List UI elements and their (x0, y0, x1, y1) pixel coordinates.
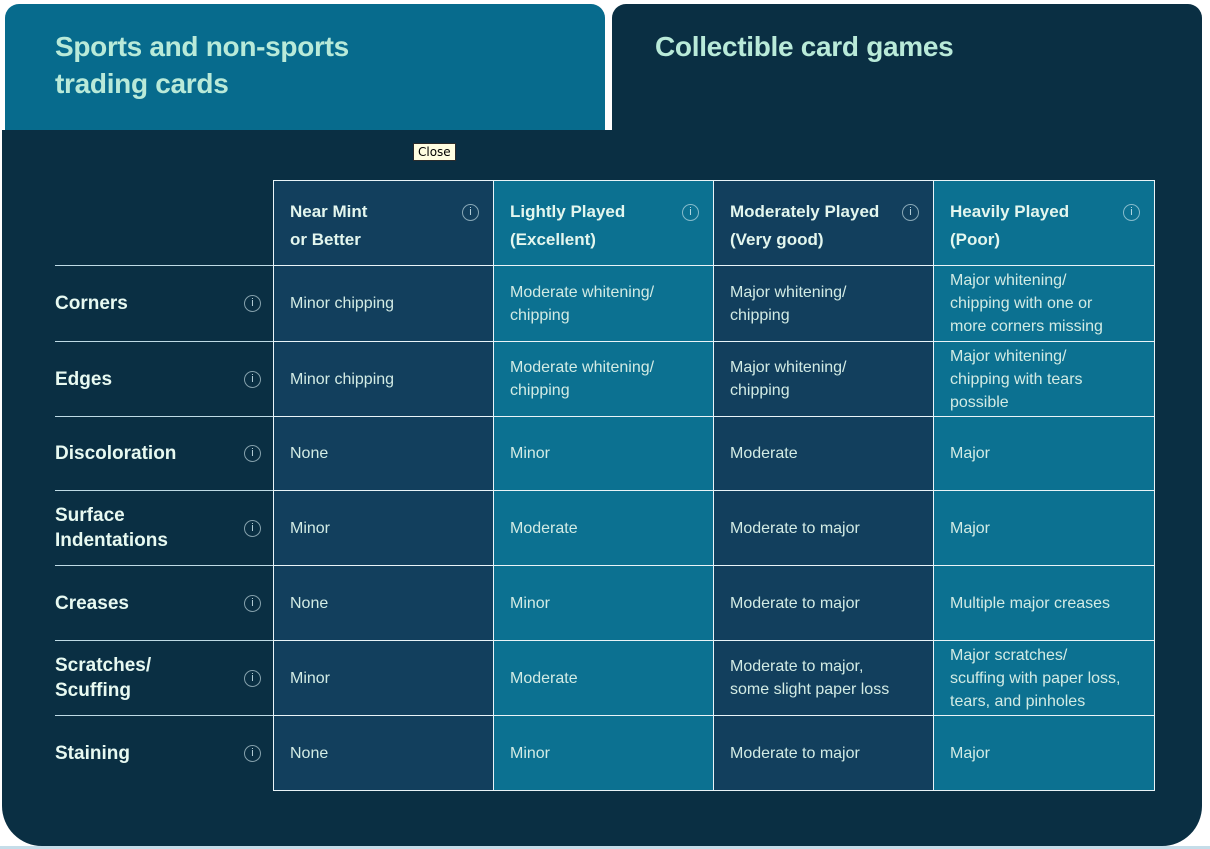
table-cell: Major whitening/ chipping with tears pos… (934, 342, 1154, 416)
table-cell: Major whitening/ chipping with one or mo… (934, 266, 1154, 341)
table-cell: Moderate (494, 641, 713, 715)
table-cell: Multiple major creases (934, 566, 1154, 640)
row-label-creases: Creases i (55, 565, 273, 640)
table-cell: Minor (494, 716, 713, 790)
info-icon[interactable]: i (244, 519, 261, 537)
column-header-near-mint: Near Mint or Better i (274, 181, 493, 265)
column-header-label: Heavily Played (Poor) (950, 202, 1070, 249)
row-label-text: Surface Indentations (55, 505, 168, 551)
info-icon[interactable]: i (244, 744, 261, 762)
row-label-text: Scratches/ Scuffing (55, 655, 152, 701)
row-label-text: Creases (55, 592, 129, 614)
row-label-text: Edges (55, 368, 113, 390)
table-cell: Minor chipping (274, 342, 493, 416)
row-label-column: Corners i Edges i Discoloration i Surfac… (55, 265, 273, 790)
info-icon[interactable]: i (244, 370, 261, 388)
column-header-label: Lightly Played (Excellent) (510, 202, 626, 249)
info-icon[interactable]: i (462, 204, 479, 221)
condition-table: Near Mint or Better i Lightly Played (Ex… (273, 180, 1155, 791)
row-label-text: Corners (55, 293, 128, 314)
column-header-moderately-played: Moderately Played (Very good) i (714, 181, 933, 265)
table-cell: Minor (274, 491, 493, 565)
column-header-heavily-played: Heavily Played (Poor) i (934, 181, 1154, 265)
table-cell: Major (934, 491, 1154, 565)
info-icon[interactable]: i (1123, 204, 1140, 221)
table-cell: Minor (494, 417, 713, 490)
table-cell: None (274, 417, 493, 490)
info-icon[interactable]: i (244, 669, 261, 687)
info-icon[interactable]: i (682, 204, 699, 221)
table-cell: Major scratches/ scuffing with paper los… (934, 641, 1154, 715)
tab-ccg-label: Collectible card games (655, 31, 954, 62)
table-cell: Moderate whitening/ chipping (494, 342, 713, 416)
table-cell: Major (934, 417, 1154, 490)
table-cell: Minor (274, 641, 493, 715)
tab-sports-label: Sports and non-sports trading cards (55, 31, 349, 99)
table-cell: Moderate (714, 417, 933, 490)
table-cell: Minor chipping (274, 266, 493, 341)
table-cell: Major whitening/ chipping (714, 342, 933, 416)
row-label-scratches-scuffing: Scratches/ Scuffing i (55, 640, 273, 715)
info-icon[interactable]: i (244, 445, 261, 462)
table-cell: None (274, 716, 493, 790)
tab-sports-trading-cards[interactable]: Sports and non-sports trading cards (5, 4, 605, 130)
info-icon[interactable]: i (244, 295, 261, 312)
table-cell: Moderate to major (714, 716, 933, 790)
column-header-lightly-played: Lightly Played (Excellent) i (494, 181, 713, 265)
table-cell: None (274, 566, 493, 640)
table-cell: Moderate to major (714, 566, 933, 640)
close-tooltip: Close (413, 143, 456, 161)
table-cell: Moderate whitening/ chipping (494, 266, 713, 341)
row-label-surface-indentations: Surface Indentations i (55, 490, 273, 565)
row-label-discoloration: Discoloration i (55, 416, 273, 490)
table-cell: Major (934, 716, 1154, 790)
column-header-label: Near Mint or Better (290, 202, 368, 249)
table-cell: Minor (494, 566, 713, 640)
row-label-text: Discoloration (55, 443, 177, 464)
row-label-corners: Corners i (55, 265, 273, 341)
row-label-edges: Edges i (55, 341, 273, 416)
row-label-text: Staining (55, 742, 130, 764)
table-cell: Major whitening/ chipping (714, 266, 933, 341)
table-cell: Moderate (494, 491, 713, 565)
info-icon[interactable]: i (244, 594, 261, 612)
bottom-divider (0, 846, 1210, 849)
info-icon[interactable]: i (902, 204, 919, 221)
table-cell: Moderate to major (714, 491, 933, 565)
tab-collectible-card-games[interactable]: Collectible card games (612, 4, 1202, 130)
column-header-label: Moderately Played (Very good) (730, 202, 880, 249)
table-cell: Moderate to major, some slight paper los… (714, 641, 933, 715)
row-label-staining: Staining i (55, 715, 273, 790)
